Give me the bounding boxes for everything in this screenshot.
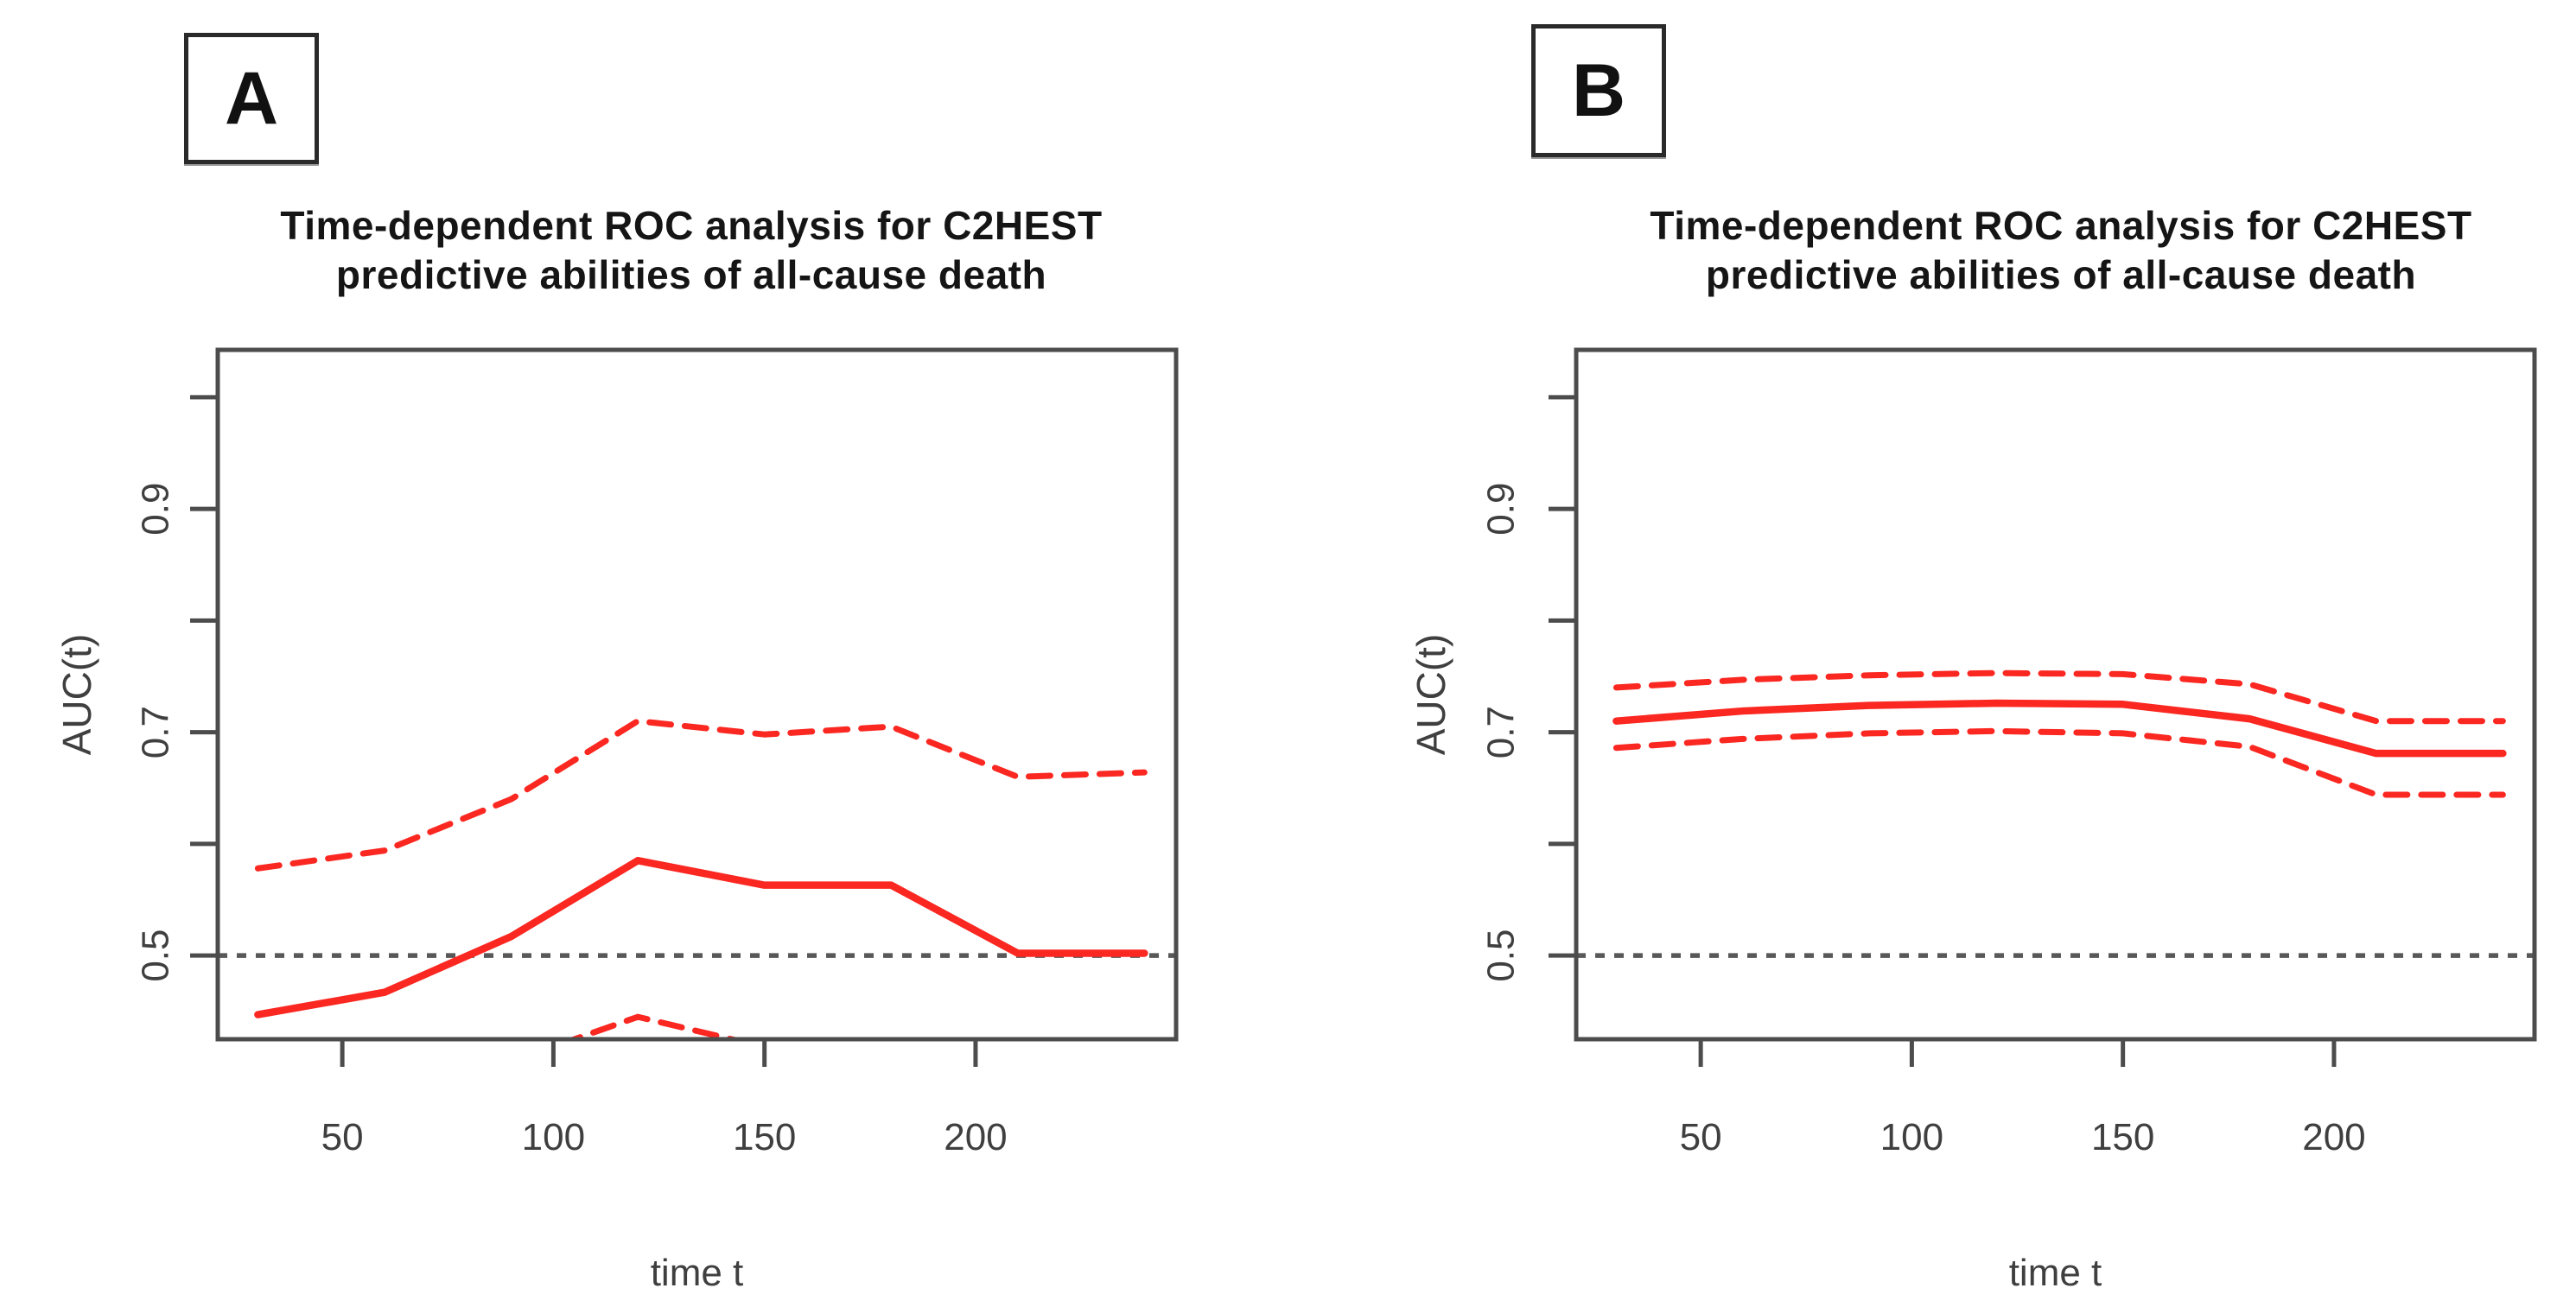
panel-b-title: Time-dependent ROC analysis for C2HEST p… — [1456, 201, 2576, 300]
panel-b-label: B — [1571, 48, 1626, 132]
panel-b-x-tick-label-150: 150 — [2091, 1116, 2154, 1158]
panel-b-x-tick-label-200: 200 — [2302, 1116, 2365, 1158]
panel-a-y-axis-label: AUC(t) — [54, 634, 99, 756]
panel-b-y-tick-label-0.7: 0.7 — [1480, 706, 1523, 758]
panel-b-title-line1: Time-dependent ROC analysis for C2HEST — [1650, 203, 2472, 248]
panel-a-upper-confidence-band-line — [254, 718, 1148, 872]
panel-a-frame — [215, 347, 1179, 1042]
panel-b-x-axis-label: time t — [2009, 1252, 2102, 1294]
panel-b-x-tick-label-50: 50 — [1680, 1116, 1722, 1158]
panel-b-y-tick-label-0.5: 0.5 — [1480, 929, 1523, 981]
panel-b-auc-estimate-line — [1612, 699, 2507, 758]
panel-a-label: A — [224, 56, 279, 140]
panel-a-title: Time-dependent ROC analysis for C2HEST p… — [86, 201, 1296, 300]
panel-b-upper-confidence-band-line — [1612, 669, 2506, 725]
panel-a-x-tick-label-100: 100 — [522, 1116, 585, 1158]
panel-b-y-tick-label-0.9: 0.9 — [1480, 483, 1523, 536]
panel-b-label-box: B — [1531, 24, 1666, 157]
panel-a-label-box: A — [184, 33, 319, 164]
panel-a-title-line1: Time-dependent ROC analysis for C2HEST — [280, 203, 1103, 248]
panel-a-auc-estimate-line — [254, 856, 1148, 1018]
panel-b-y-axis-label: AUC(t) — [1409, 634, 1453, 756]
panel-b-lower-confidence-band-line — [1612, 727, 2506, 798]
panel-b-x-tick-label-100: 100 — [1880, 1116, 1943, 1158]
panel-a-y-tick-label-0.7: 0.7 — [135, 706, 177, 758]
panel-b-title-line2: predictive abilities of all-cause death — [1705, 252, 2417, 297]
panel-a-y-tick-label-0.5: 0.5 — [135, 929, 177, 981]
panel-a-x-tick-label-150: 150 — [733, 1116, 796, 1158]
panel-a-x-tick-label-50: 50 — [321, 1116, 364, 1158]
panel-b-frame — [1574, 347, 2537, 1042]
panel-a-title-line2: predictive abilities of all-cause death — [335, 252, 1047, 297]
panel-a-x-axis-label: time t — [651, 1252, 744, 1294]
panel-a-x-tick-label-200: 200 — [944, 1116, 1007, 1158]
panel-a-y-tick-label-0.9: 0.9 — [135, 483, 177, 536]
panel-a-lower-confidence-band-line — [565, 1013, 745, 1039]
